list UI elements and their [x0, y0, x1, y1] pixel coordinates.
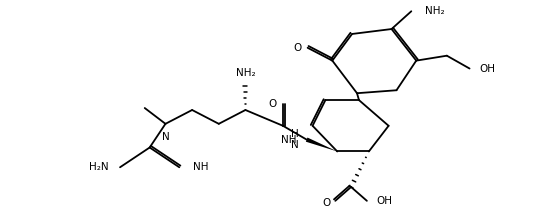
Text: NH: NH — [193, 162, 209, 172]
Text: NH: NH — [281, 135, 297, 145]
Text: OH: OH — [480, 64, 495, 74]
Polygon shape — [306, 138, 337, 152]
Text: O: O — [269, 99, 277, 109]
Text: H₂N: H₂N — [88, 162, 108, 172]
Text: O: O — [322, 198, 330, 208]
Text: NH₂: NH₂ — [425, 6, 445, 16]
Text: NH₂: NH₂ — [236, 68, 255, 78]
Text: OH: OH — [377, 196, 393, 206]
Text: N: N — [162, 132, 169, 142]
Text: H
N: H N — [291, 129, 299, 150]
Text: O: O — [293, 43, 302, 53]
